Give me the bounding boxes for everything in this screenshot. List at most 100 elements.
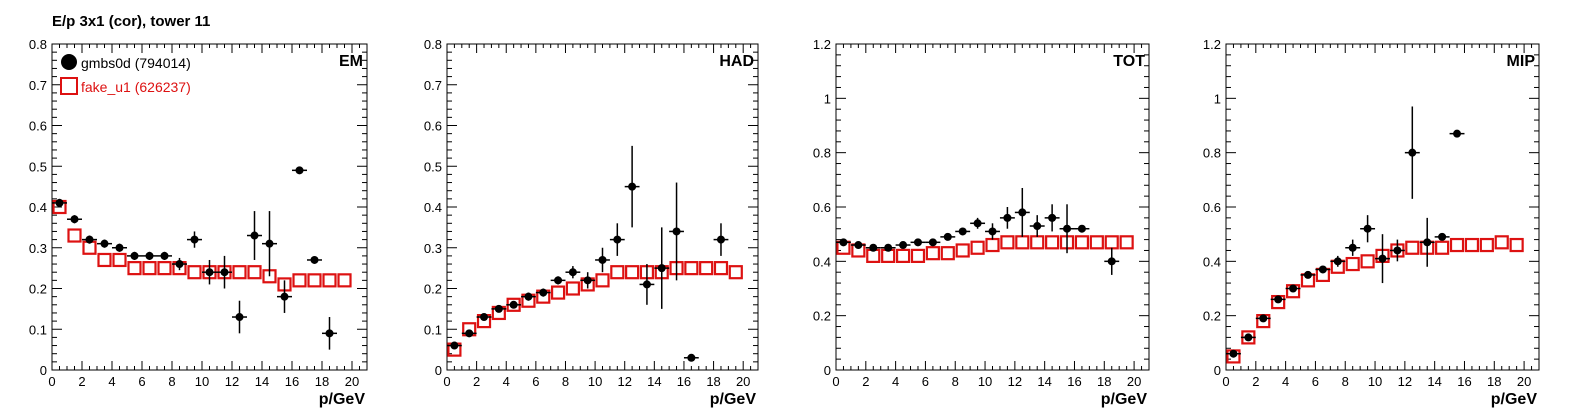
- x-tick-label: 4: [1282, 374, 1289, 389]
- x-tick-label: 6: [1312, 374, 1319, 389]
- y-tick-label: 0: [435, 363, 442, 378]
- data-point-square: [1479, 237, 1494, 253]
- data-point-square: [1119, 235, 1134, 250]
- data-point-circle: [235, 313, 244, 322]
- panels-group: 0 2 4 6 8 10 12 14 16 18 2000.10.20.30.40.50.60.70…: [29, 37, 1540, 408]
- y-tick-label: 0.2: [29, 282, 47, 297]
- data-point-circle: [884, 243, 893, 252]
- data-point-circle: [642, 280, 651, 289]
- data-point-circle: [130, 251, 139, 260]
- data-point-circle: [1363, 224, 1372, 233]
- plot-frame: [1225, 43, 1540, 371]
- x-tick-label: 18: [706, 374, 720, 389]
- x-tick-label: 16: [677, 374, 691, 389]
- x-tick-label: 0: [1222, 374, 1229, 389]
- data-point-circle: [494, 304, 503, 313]
- x-tick-label: 16: [1067, 374, 1081, 389]
- y-tick-label: 0.8: [424, 37, 442, 52]
- x-tick-label: 8: [168, 374, 175, 389]
- x-tick-label: 12: [1398, 374, 1412, 389]
- data-point-circle: [1348, 243, 1357, 252]
- data-point-circle: [205, 268, 214, 277]
- x-tick-label: 6: [532, 374, 539, 389]
- data-point-circle: [568, 268, 577, 277]
- data-point-square: [970, 240, 985, 255]
- y-tick-label: 1: [1214, 91, 1221, 106]
- y-tick-label: 0: [824, 363, 831, 378]
- data-point-square: [610, 265, 625, 280]
- panel-tot: 0 2 4 6 8 10 12 14 16 18 20 0 0.2 0.4 0.6 0.8 1 1.2 TOT p/G…: [813, 37, 1150, 408]
- data-point-square: [1015, 235, 1030, 250]
- legend-marker-square: [60, 77, 78, 95]
- data-point-circle: [539, 288, 548, 297]
- x-tick-label: 18: [1487, 374, 1501, 389]
- legend-label: fake_u1 (626237): [81, 79, 191, 95]
- data-point-circle: [1303, 270, 1312, 279]
- data-point-circle: [1229, 349, 1238, 358]
- x-tick-label: 18: [1097, 374, 1111, 389]
- data-point-circle: [1107, 257, 1116, 266]
- x-tick-label: 8: [1342, 374, 1349, 389]
- data-point-circle: [899, 241, 908, 250]
- data-point-circle: [613, 235, 622, 244]
- x-tick-label: 14: [647, 374, 661, 389]
- y-tick-label: 1: [824, 91, 831, 106]
- data-point-circle: [295, 166, 304, 175]
- y-tick-label: 0: [40, 363, 47, 378]
- x-tick-label: 8: [952, 374, 959, 389]
- x-tick-label: 0: [48, 374, 55, 389]
- data-point-circle: [913, 238, 922, 247]
- data-point-circle: [598, 255, 607, 264]
- x-tick-label: 10: [195, 374, 209, 389]
- data-point-circle: [1259, 314, 1268, 323]
- data-point-circle: [1378, 254, 1387, 263]
- data-point-square: [910, 248, 926, 263]
- data-point-circle: [115, 243, 124, 252]
- data-point-square: [1074, 235, 1090, 250]
- data-point-square: [1494, 235, 1509, 250]
- panel-title: MIP: [1507, 53, 1536, 70]
- data-point-square: [127, 261, 142, 276]
- data-point-circle: [554, 276, 563, 285]
- data-point-circle: [1289, 284, 1298, 293]
- y-tick-label: 0.1: [29, 322, 47, 337]
- data-point-square: [232, 265, 247, 280]
- y-tick-label: 0.1: [424, 322, 442, 337]
- data-point-circle: [280, 292, 289, 301]
- data-point-circle: [100, 239, 109, 248]
- data-point-square: [187, 265, 202, 280]
- x-tick-label: 20: [1517, 374, 1531, 389]
- data-point-circle: [1423, 238, 1432, 247]
- data-point-square: [595, 273, 610, 288]
- x-tick-label: 10: [1368, 374, 1382, 389]
- data-point-square: [142, 261, 157, 276]
- x-tick-label: 8: [562, 374, 569, 389]
- data-point-circle: [310, 255, 319, 264]
- y-tick-label: 0.7: [29, 78, 47, 93]
- y-tick-label: 0.7: [424, 78, 442, 93]
- data-point-circle: [524, 292, 533, 301]
- x-tick-label: 4: [892, 374, 899, 389]
- y-tick-label: 0.6: [1203, 200, 1221, 215]
- data-point-circle: [55, 198, 64, 207]
- data-point-circle: [973, 219, 982, 228]
- data-point-circle: [1003, 213, 1012, 222]
- data-point-square: [550, 285, 566, 300]
- figure-title: E/p 3x1 (cor), tower 11: [52, 13, 210, 30]
- data-point-square: [1435, 240, 1450, 255]
- data-point-circle: [465, 329, 474, 338]
- panel-title: TOT: [1113, 53, 1145, 70]
- y-tick-label: 0.3: [424, 241, 442, 256]
- data-point-square: [97, 252, 112, 268]
- data-point-circle: [1244, 333, 1253, 342]
- data-point-square: [292, 273, 307, 288]
- x-tick-label: 12: [617, 374, 631, 389]
- data-point-square: [112, 252, 127, 268]
- x-tick-label: 20: [1127, 374, 1141, 389]
- data-point-square: [247, 265, 262, 280]
- data-point-circle: [672, 227, 681, 236]
- x-tick-label: 0: [443, 374, 450, 389]
- data-point-circle: [1018, 208, 1027, 217]
- data-point-circle: [1453, 129, 1462, 138]
- y-tick-label: 0.2: [424, 282, 442, 297]
